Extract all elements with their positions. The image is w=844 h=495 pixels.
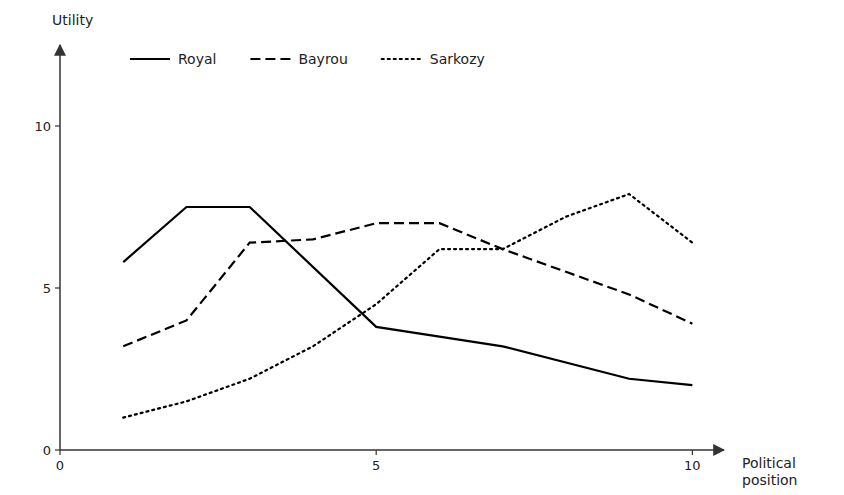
- y-axis-label: Utility: [52, 12, 93, 28]
- y-tick-label: 10: [34, 119, 51, 134]
- x-axis-line: [60, 449, 724, 451]
- legend-label: Royal: [178, 51, 216, 67]
- series-line: [123, 223, 692, 346]
- chart: 0 5 10 0 5 10 Utility Politicalposition Royal Bay…: [0, 0, 844, 495]
- x-axis-label: Politicalposition: [742, 455, 797, 488]
- legend-label: Bayrou: [298, 51, 347, 67]
- y-tick-label: 5: [43, 281, 51, 296]
- legend-label: Sarkozy: [430, 51, 485, 67]
- x-tick-label: 0: [56, 458, 64, 473]
- plot-area: [123, 194, 692, 418]
- legend-swatch: [130, 58, 170, 60]
- series-line: [123, 207, 692, 385]
- legend-swatch: [382, 58, 422, 60]
- y-tick: [55, 125, 60, 126]
- x-tick-label: 5: [372, 458, 380, 473]
- legend: Royal Bayrou Sarkozy: [130, 51, 485, 67]
- y-tick-label: 0: [43, 443, 51, 458]
- x-tick-label: 10: [684, 458, 701, 473]
- axes: 0 5 10 0 5 10: [34, 45, 724, 473]
- series-line: [123, 194, 692, 418]
- x-tick: [59, 450, 60, 455]
- x-axis-label-line: position: [742, 472, 797, 488]
- y-tick: [55, 287, 60, 288]
- x-tick: [692, 450, 693, 455]
- x-tick: [376, 450, 377, 455]
- x-axis-label-line: Political: [742, 455, 796, 471]
- legend-swatch: [250, 58, 290, 60]
- y-tick: [55, 449, 60, 450]
- y-axis-line: [59, 45, 61, 450]
